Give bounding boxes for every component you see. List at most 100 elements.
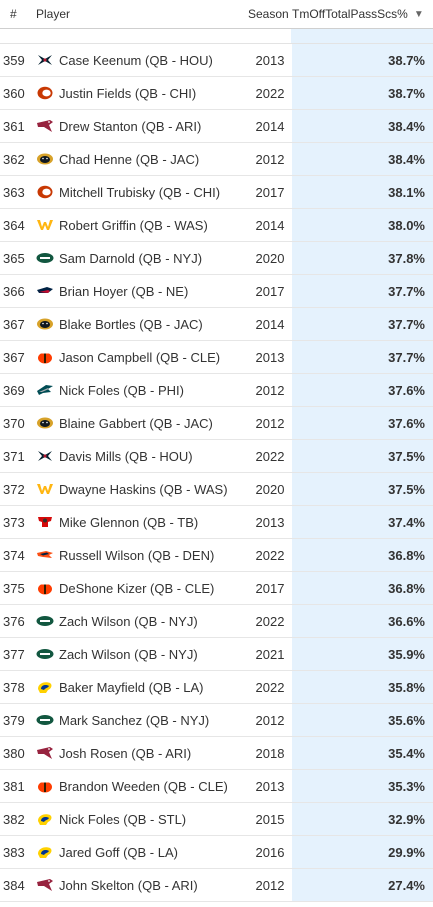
table-row[interactable]: 370 Blaine Gabbert (QB - JAC) 2012 37.6% xyxy=(0,407,433,440)
player-name[interactable]: Nick Foles (QB - STL) xyxy=(59,811,187,827)
table-row[interactable]: 359 Case Keenum (QB - HOU) 2013 38.7% xyxy=(0,44,433,77)
player-cell[interactable]: DeShone Kizer (QB - CLE) xyxy=(36,581,248,596)
season-cell: 2018 xyxy=(255,745,285,761)
player-name[interactable]: Mark Sanchez (QB - NYJ) xyxy=(59,712,210,728)
player-cell[interactable]: Jason Campbell (QB - CLE) xyxy=(36,350,248,365)
player-cell[interactable]: Zach Wilson (QB - NYJ) xyxy=(36,614,248,629)
table-row[interactable]: 366 Brian Hoyer (QB - NE) 2017 37.7% xyxy=(0,275,433,308)
header-rank[interactable]: # xyxy=(10,7,17,21)
table-row[interactable]: 376 Zach Wilson (QB - NYJ) 2022 36.6% xyxy=(0,605,433,638)
table-row[interactable]: 375 DeShone Kizer (QB - CLE) 2017 36.8% xyxy=(0,572,433,605)
team-logo-ari-icon xyxy=(36,119,54,133)
player-cell[interactable]: John Skelton (QB - ARI) xyxy=(36,878,248,893)
player-cell[interactable]: Mark Sanchez (QB - NYJ) xyxy=(36,713,248,728)
table-row[interactable]: 379 Mark Sanchez (QB - NYJ) 2012 35.6% xyxy=(0,704,433,737)
table-row[interactable]: 367 Jason Campbell (QB - CLE) 2013 37.7% xyxy=(0,341,433,374)
table-row[interactable]: 371 Davis Mills (QB - HOU) 2022 37.5% xyxy=(0,440,433,473)
player-name[interactable]: Sam Darnold (QB - NYJ) xyxy=(59,250,203,266)
table-row[interactable]: 383 Jared Goff (QB - LA) 2016 29.9% xyxy=(0,836,433,869)
table-row[interactable]: 372 Dwayne Haskins (QB - WAS) 2020 37.5% xyxy=(0,473,433,506)
player-cell[interactable]: Brandon Weeden (QB - CLE) xyxy=(36,779,248,794)
rank-cell: 360 xyxy=(3,85,25,101)
player-name[interactable]: Chad Henne (QB - JAC) xyxy=(59,151,200,167)
table-row[interactable]: 384 John Skelton (QB - ARI) 2012 27.4% xyxy=(0,869,433,902)
table-row[interactable]: 378 Baker Mayfield (QB - LA) 2022 35.8% xyxy=(0,671,433,704)
player-cell[interactable]: Davis Mills (QB - HOU) xyxy=(36,449,248,464)
player-cell[interactable]: Nick Foles (QB - STL) xyxy=(36,812,248,827)
player-cell[interactable]: Sam Darnold (QB - NYJ) xyxy=(36,251,248,266)
player-cell[interactable]: Russell Wilson (QB - DEN) xyxy=(36,548,248,563)
table-row[interactable]: 362 Chad Henne (QB - JAC) 2012 38.4% xyxy=(0,143,433,176)
player-name[interactable]: Jared Goff (QB - LA) xyxy=(59,844,178,860)
header-season[interactable]: Season xyxy=(248,7,289,21)
table-row[interactable]: 380 Josh Rosen (QB - ARI) 2018 35.4% xyxy=(0,737,433,770)
player-name[interactable]: Blaine Gabbert (QB - JAC) xyxy=(59,415,213,431)
player-name[interactable]: Justin Fields (QB - CHI) xyxy=(59,85,197,101)
player-name[interactable]: Drew Stanton (QB - ARI) xyxy=(59,118,202,134)
player-name[interactable]: Jason Campbell (QB - CLE) xyxy=(59,349,221,365)
player-name[interactable]: Mike Glennon (QB - TB) xyxy=(59,514,199,530)
metric-cell: 37.6% xyxy=(292,407,433,439)
player-cell[interactable]: Dwayne Haskins (QB - WAS) xyxy=(36,482,248,497)
player-name[interactable]: Nick Foles (QB - PHI) xyxy=(59,382,184,398)
player-name[interactable]: DeShone Kizer (QB - CLE) xyxy=(59,580,215,596)
player-name[interactable]: Robert Griffin (QB - WAS) xyxy=(59,217,208,233)
player-cell[interactable]: Mike Glennon (QB - TB) xyxy=(36,515,248,530)
rank-cell: 363 xyxy=(3,184,25,200)
player-cell[interactable]: Justin Fields (QB - CHI) xyxy=(36,86,248,101)
player-name[interactable]: Davis Mills (QB - HOU) xyxy=(59,448,193,464)
header-metric[interactable]: TmOffTotalPassScs% ▼ xyxy=(292,7,433,21)
player-cell[interactable]: Robert Griffin (QB - WAS) xyxy=(36,218,248,233)
player-cell[interactable]: Baker Mayfield (QB - LA) xyxy=(36,680,248,695)
player-cell[interactable]: Case Keenum (QB - HOU) xyxy=(36,53,248,68)
player-name[interactable]: Russell Wilson (QB - DEN) xyxy=(59,547,215,563)
table-row[interactable]: 377 Zach Wilson (QB - NYJ) 2021 35.9% xyxy=(0,638,433,671)
player-cell[interactable]: Drew Stanton (QB - ARI) xyxy=(36,119,248,134)
player-name[interactable]: Zach Wilson (QB - NYJ) xyxy=(59,646,198,662)
player-cell[interactable]: Zach Wilson (QB - NYJ) xyxy=(36,647,248,662)
table-row[interactable]: 361 Drew Stanton (QB - ARI) 2014 38.4% xyxy=(0,110,433,143)
table-row[interactable]: 373 Mike Glennon (QB - TB) 2013 37.4% xyxy=(0,506,433,539)
season-cell: 2022 xyxy=(255,613,285,629)
season-cell: 2022 xyxy=(255,547,285,563)
player-cell[interactable]: Nick Foles (QB - PHI) xyxy=(36,383,248,398)
metric-cell: 38.4% xyxy=(292,110,433,142)
metric-cell: 38.4% xyxy=(292,143,433,175)
player-cell[interactable]: Blaine Gabbert (QB - JAC) xyxy=(36,416,248,431)
table-row[interactable]: 365 Sam Darnold (QB - NYJ) 2020 37.8% xyxy=(0,242,433,275)
table-row[interactable]: 363 Mitchell Trubisky (QB - CHI) 2017 38.1% xyxy=(0,176,433,209)
player-cell[interactable]: Josh Rosen (QB - ARI) xyxy=(36,746,248,761)
player-name[interactable]: John Skelton (QB - ARI) xyxy=(59,877,198,893)
table-row[interactable]: 381 Brandon Weeden (QB - CLE) 2013 35.3% xyxy=(0,770,433,803)
metric-cell: 38.0% xyxy=(292,209,433,241)
player-cell[interactable]: Jared Goff (QB - LA) xyxy=(36,845,248,860)
player-name[interactable]: Mitchell Trubisky (QB - CHI) xyxy=(59,184,221,200)
table-row[interactable]: 360 Justin Fields (QB - CHI) 2022 38.7% xyxy=(0,77,433,110)
player-name[interactable]: Case Keenum (QB - HOU) xyxy=(59,52,213,68)
player-name[interactable]: Zach Wilson (QB - NYJ) xyxy=(59,613,198,629)
header-player[interactable]: Player xyxy=(36,7,71,21)
metric-cell: 37.7% xyxy=(292,341,433,373)
table-row[interactable]: 374 Russell Wilson (QB - DEN) 2022 36.8% xyxy=(0,539,433,572)
player-name[interactable]: Baker Mayfield (QB - LA) xyxy=(59,679,204,695)
rank-cell: 367 xyxy=(3,316,25,332)
metric-cell: 38.1% xyxy=(292,176,433,208)
player-name[interactable]: Brandon Weeden (QB - CLE) xyxy=(59,778,228,794)
player-cell[interactable]: Brian Hoyer (QB - NE) xyxy=(36,284,248,299)
table-row[interactable]: 364 Robert Griffin (QB - WAS) 2014 38.0% xyxy=(0,209,433,242)
caret-down-icon[interactable]: ▼ xyxy=(413,8,424,20)
metric-cell: 37.6% xyxy=(292,374,433,406)
table-row[interactable]: 382 Nick Foles (QB - STL) 2015 32.9% xyxy=(0,803,433,836)
partial-row xyxy=(0,29,433,44)
player-name[interactable]: Blake Bortles (QB - JAC) xyxy=(59,316,203,332)
player-cell[interactable]: Mitchell Trubisky (QB - CHI) xyxy=(36,185,248,200)
player-name[interactable]: Josh Rosen (QB - ARI) xyxy=(59,745,192,761)
table-row[interactable]: 367 Blake Bortles (QB - JAC) 2014 37.7% xyxy=(0,308,433,341)
table-row[interactable]: 369 Nick Foles (QB - PHI) 2012 37.6% xyxy=(0,374,433,407)
player-name[interactable]: Dwayne Haskins (QB - WAS) xyxy=(59,481,228,497)
rank-cell: 376 xyxy=(3,613,25,629)
player-name[interactable]: Brian Hoyer (QB - NE) xyxy=(59,283,189,299)
player-cell[interactable]: Chad Henne (QB - JAC) xyxy=(36,152,248,167)
season-cell: 2020 xyxy=(255,481,285,497)
player-cell[interactable]: Blake Bortles (QB - JAC) xyxy=(36,317,248,332)
